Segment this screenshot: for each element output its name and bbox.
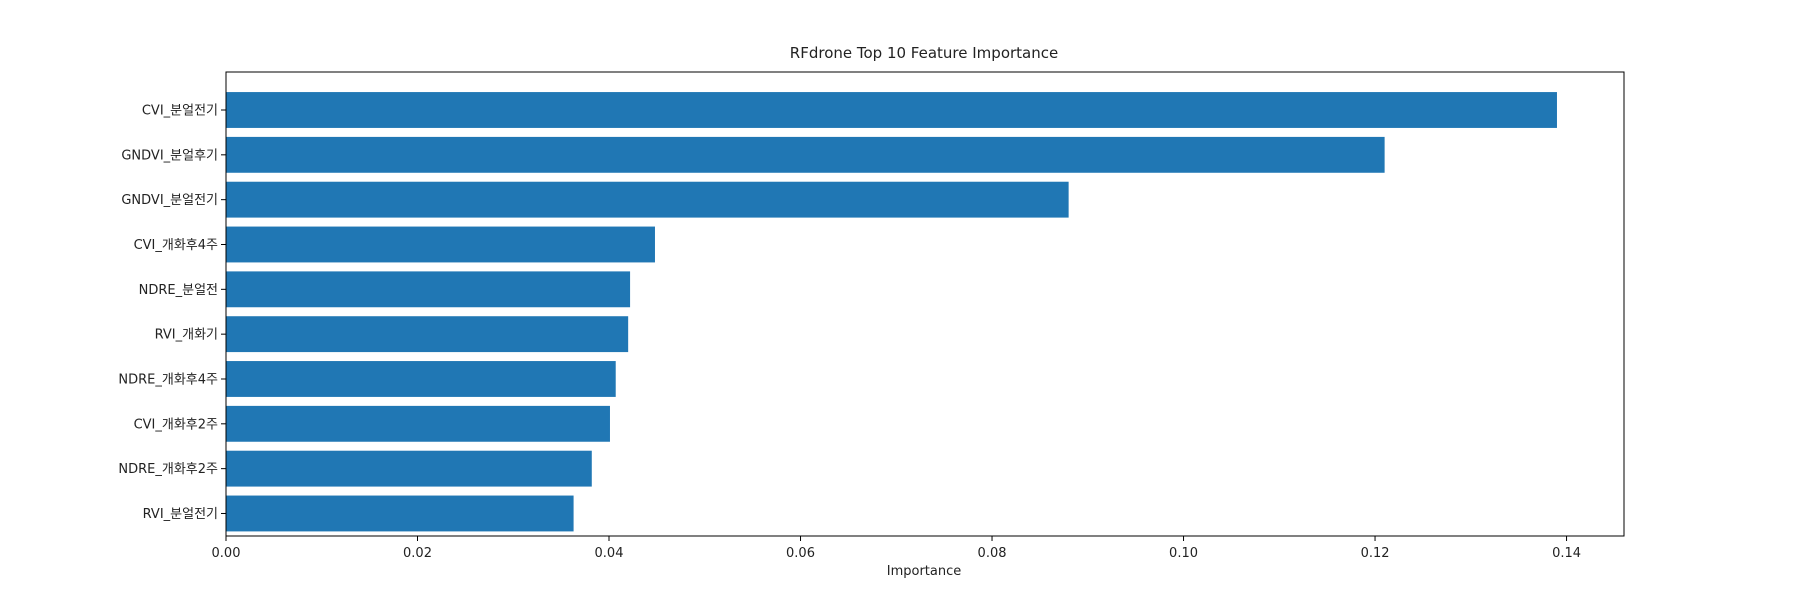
y-tick-label: NDRE_분얼전: [139, 283, 218, 298]
y-tick-label: CVI_분얼전기: [142, 104, 218, 119]
y-tick-label: CVI_개화후4주: [134, 238, 218, 253]
x-axis: 0.00 0.02 0.04 0.06 0.08 0.10 0.12 0.14: [212, 536, 1581, 561]
x-tick-label: 0.02: [403, 546, 432, 561]
y-tick-label: RVI_분얼전기: [143, 507, 218, 522]
plot-frame: [225, 71, 1625, 537]
y-tick-label: CVI_개화후2주: [134, 417, 218, 432]
bars-group: [226, 92, 1557, 532]
bar-9: [226, 450, 592, 487]
bar-2: [226, 136, 1385, 173]
bar-5: [226, 271, 631, 308]
x-tick-label: 0.06: [786, 546, 815, 561]
bar-3: [226, 181, 1069, 218]
y-tick-label: GNDVI_분얼전기: [121, 193, 218, 208]
x-tick-label: 0.12: [1361, 546, 1390, 561]
bar-8: [226, 405, 610, 442]
y-axis: CVI_분얼전기 GNDVI_분얼후기 GNDVI_분얼전기 CVI_개화후4주 NDR…: [118, 104, 226, 522]
bar-10: [226, 495, 574, 532]
bar-7: [226, 361, 616, 397]
bar-1: [226, 92, 1557, 128]
x-tick-label: 0.08: [978, 546, 1007, 561]
bar-4: [226, 226, 655, 263]
y-tick-label: NDRE_개화후4주: [118, 372, 218, 387]
x-tick-label: 0.04: [595, 546, 624, 561]
y-tick-label: RVI_개화기: [155, 328, 218, 343]
y-tick-label: NDRE_개화후2주: [118, 462, 218, 477]
x-tick-label: 0.14: [1552, 546, 1581, 561]
x-axis-label: Importance: [887, 564, 962, 579]
x-tick-label: 0.10: [1169, 546, 1198, 561]
bar-6: [226, 316, 629, 353]
chart-title: RFdrone Top 10 Feature Importance: [790, 44, 1058, 62]
y-tick-label: GNDVI_분얼후기: [121, 148, 218, 163]
x-tick-label: 0.00: [212, 546, 241, 561]
